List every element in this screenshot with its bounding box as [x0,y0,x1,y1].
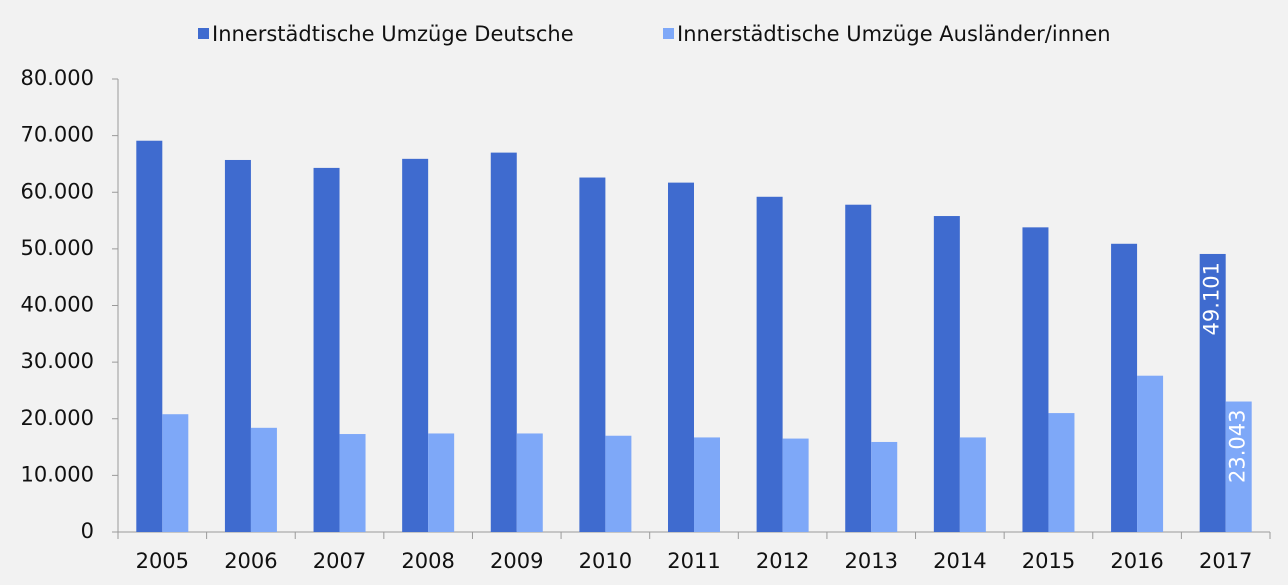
y-tick-label: 80.000 [21,66,94,90]
bar [1137,375,1164,532]
legend-swatch [198,28,209,39]
bar [1022,227,1049,533]
bar [668,182,694,532]
bar [162,414,189,532]
bar [933,216,960,532]
x-tick-label: 2009 [490,549,543,573]
y-tick-label: 40.000 [21,293,94,317]
bar [516,433,543,532]
y-tick-label: 60.000 [21,179,94,203]
bar [224,159,251,532]
bar [402,158,429,532]
value-label: 49.101 [1200,262,1224,335]
x-tick-label: 2017 [1199,549,1252,573]
legend-swatch [663,28,674,39]
bar [845,204,872,532]
bar [250,427,277,532]
x-tick-label: 2013 [845,549,898,573]
bar [1225,401,1252,532]
bar [605,435,632,532]
x-tick-label: 2012 [756,549,809,573]
x-tick-label: 2011 [667,549,720,573]
x-tick-label: 2008 [401,549,454,573]
y-tick-label: 10.000 [21,462,94,486]
bar [1199,253,1226,533]
value-label: 23.043 [1226,410,1250,483]
bar [339,434,366,532]
bar [579,177,606,532]
bar [490,152,517,533]
x-tick-label: 2015 [1022,549,1075,573]
x-tick-label: 2014 [933,549,986,573]
bar [428,433,455,532]
x-tick-label: 2005 [136,549,189,573]
y-tick-label: 30.000 [21,349,94,373]
legend-label: Innerstädtische Umzüge Deutsche [212,22,574,46]
x-tick-label: 2006 [224,549,277,573]
bar [1048,413,1075,532]
bar [136,140,163,532]
bar [1111,243,1138,532]
legend-label: Innerstädtische Umzüge Ausländer/innen [677,22,1111,46]
y-tick-label: 0 [81,519,94,543]
x-tick-label: 2007 [313,549,366,573]
bar [782,438,809,532]
y-tick-label: 70.000 [21,123,94,147]
bar [959,437,986,532]
bar [313,167,340,532]
bar [871,441,898,532]
y-tick-label: 20.000 [21,406,94,430]
x-tick-label: 2010 [579,549,632,573]
bar [756,196,783,532]
x-tick-label: 2016 [1110,549,1163,573]
bar [694,437,720,532]
y-tick-label: 50.000 [21,236,94,260]
